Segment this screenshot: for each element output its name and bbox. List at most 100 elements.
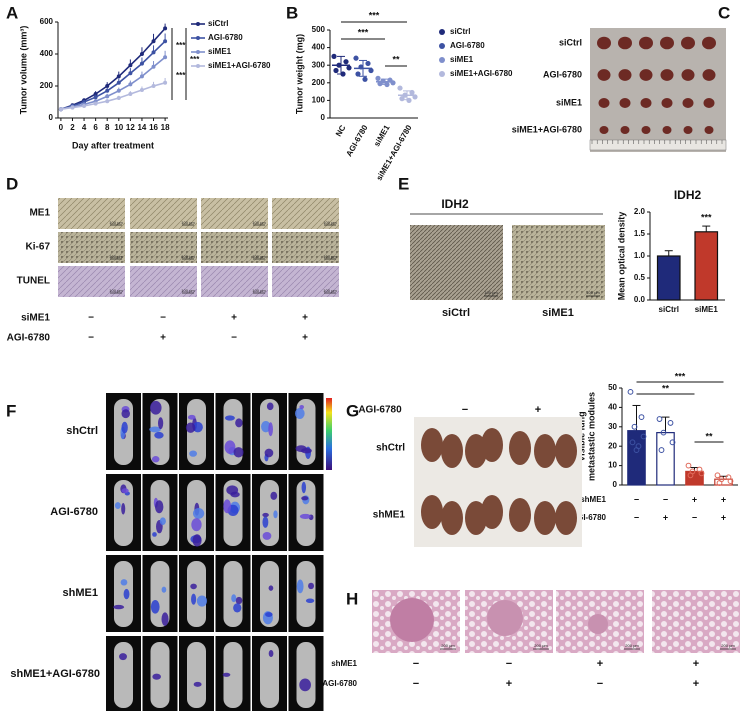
x-tick-label: 12	[126, 123, 135, 132]
series-line	[60, 82, 166, 110]
mouse-body	[187, 642, 206, 708]
point	[128, 71, 133, 76]
y-tick-label: 20	[608, 441, 617, 450]
mouse-body	[114, 642, 133, 708]
point	[116, 88, 121, 93]
legend-label: siME1+AGI-6780	[450, 69, 513, 78]
signal	[114, 502, 121, 510]
tumor	[641, 125, 651, 135]
ihc-image	[58, 266, 125, 297]
y-tick-label: 0.0	[634, 295, 646, 304]
lung	[534, 434, 556, 468]
lung	[441, 501, 463, 535]
legend-label: AGI-6780	[450, 41, 485, 50]
point	[633, 447, 640, 453]
annotation: ***	[358, 27, 369, 37]
annotation: **	[662, 383, 670, 393]
condition-mark: +	[721, 512, 726, 522]
color-scale	[326, 398, 332, 470]
image-label: siCtrl	[442, 307, 470, 319]
point	[128, 82, 133, 87]
ihc-image	[512, 225, 605, 300]
lung	[555, 434, 577, 468]
panel-label: D	[6, 174, 18, 193]
tumor	[661, 98, 673, 108]
mouse-body	[223, 561, 243, 627]
point	[105, 88, 110, 93]
row-label: ME1	[29, 208, 50, 219]
scale-bar-label: 200 μm	[625, 643, 639, 648]
signal	[191, 593, 197, 605]
condition-name: AGI-6780	[7, 333, 51, 344]
point	[368, 67, 374, 74]
legend-label: siME1	[208, 47, 232, 56]
y-tick-label: 400	[312, 43, 326, 52]
point	[362, 76, 368, 82]
ihc-image	[201, 198, 268, 229]
series-line	[60, 27, 166, 110]
point	[365, 60, 371, 67]
y-tick-label: 200	[40, 81, 54, 90]
scale-bar-label: 200 μm	[534, 643, 548, 648]
point	[163, 39, 168, 44]
row-label: AGI-6780	[543, 69, 582, 79]
point	[105, 94, 110, 99]
lung	[421, 495, 443, 529]
point	[105, 99, 110, 104]
point	[375, 75, 381, 81]
y-tick-label: 0.5	[634, 273, 646, 282]
point	[399, 96, 405, 102]
point	[82, 104, 87, 108]
signal	[123, 588, 130, 600]
tumor	[682, 98, 694, 108]
signal	[235, 418, 243, 428]
lung	[534, 501, 556, 535]
signal	[120, 579, 128, 586]
he-image	[652, 590, 740, 653]
point	[139, 61, 144, 66]
mouse-body	[114, 561, 133, 627]
tumor	[599, 125, 609, 135]
y-tick-label: 0	[321, 113, 326, 122]
signal	[190, 583, 197, 590]
signal	[185, 422, 196, 433]
point	[355, 71, 361, 77]
x-tick-label: 4	[82, 123, 87, 132]
scale-bar-label: 100 μm	[323, 288, 337, 293]
x-tick-label: 16	[149, 123, 158, 132]
signal	[193, 681, 202, 687]
signal	[151, 456, 160, 463]
tumor	[618, 36, 632, 50]
point	[631, 423, 638, 430]
signal	[299, 404, 305, 410]
condition-mark: +	[721, 494, 726, 504]
point	[93, 101, 98, 106]
signal	[261, 420, 271, 433]
x-tick-label: 18	[161, 123, 170, 132]
point	[139, 52, 144, 56]
legend-marker	[439, 43, 445, 49]
ihc-image	[410, 225, 503, 300]
tumor	[639, 36, 653, 50]
signal	[149, 426, 161, 433]
scale-bar-label: 100 μm	[484, 290, 498, 295]
point	[139, 74, 144, 79]
scale-bar-label: 200 μm	[441, 643, 455, 648]
signal	[270, 491, 278, 500]
tumor	[639, 69, 653, 81]
signal	[152, 532, 157, 537]
point	[93, 92, 98, 96]
signal	[150, 400, 162, 415]
point	[331, 53, 337, 60]
y-tick-label: 600	[40, 17, 54, 26]
ihc-image	[272, 266, 339, 297]
scale-bar-label: 100 μm	[323, 254, 337, 259]
signal	[301, 496, 309, 501]
tumor	[660, 69, 674, 81]
y-tick-label: 10	[608, 461, 617, 470]
row-label: shCtrl	[66, 425, 98, 437]
tumor	[619, 98, 631, 108]
condition-mark: +	[693, 658, 699, 670]
condition-name: siME1	[21, 313, 50, 324]
point	[390, 80, 396, 86]
